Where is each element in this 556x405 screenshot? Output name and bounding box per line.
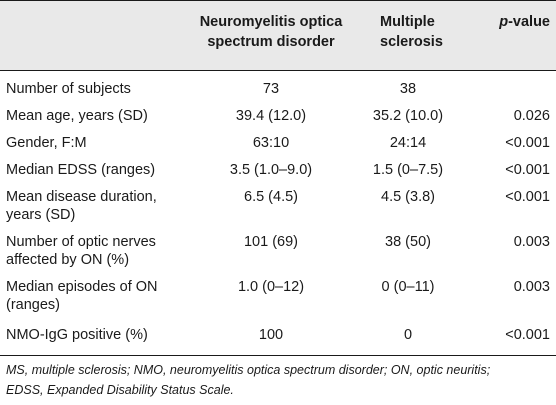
column-header-line: spectrum disorder [207, 34, 335, 50]
top-rule [0, 0, 556, 1]
cell-ms: 35.2 (10.0) [372, 108, 444, 124]
column-header-p-italic: p [499, 14, 509, 30]
cell-p-value: <0.001 [505, 162, 550, 178]
cell-p-value: 0.003 [513, 234, 550, 250]
column-header-ms: Multiple sclerosis [356, 12, 496, 52]
row-label-line: Gender, F:M [6, 135, 87, 151]
row-label: Median episodes of ON (ranges) [6, 278, 186, 314]
column-header-p-rest: -value [508, 14, 550, 30]
cell-p-value: <0.001 [505, 327, 550, 343]
cell-nmosd: 63:10 [252, 135, 290, 151]
footnote-line: EDSS, Expanded Disability Status Scale. [6, 383, 234, 397]
row-label-line: years (SD) [6, 207, 76, 223]
header-band [0, 0, 556, 70]
row-label: Number of optic nerves affected by ON (%… [6, 233, 186, 269]
column-header-nmosd: Neuromyelitis optica spectrum disorder [191, 12, 351, 52]
cell-ms: 38 (50) [385, 234, 431, 250]
row-label: Mean disease duration, years (SD) [6, 188, 186, 224]
row-label: Number of subjects [6, 80, 186, 98]
cell-nmosd: 6.5 (4.5) [244, 189, 298, 205]
row-label-line: Number of optic nerves [6, 234, 156, 250]
cell-nmosd: 100 [258, 327, 284, 343]
cell-nmosd: 39.4 (12.0) [235, 108, 307, 124]
row-label-line: Mean age, years (SD) [6, 108, 148, 124]
cell-ms: 24:14 [389, 135, 427, 151]
row-label: Median EDSS (ranges) [6, 161, 186, 179]
column-header-line: Multiple [380, 14, 435, 30]
row-label-line: Median EDSS (ranges) [6, 162, 156, 178]
cell-ms: 0 (0–11) [381, 279, 435, 295]
row-label: NMO-IgG positive (%) [6, 326, 186, 344]
table-footnote: MS, multiple sclerosis; NMO, neuromyelit… [6, 360, 551, 400]
column-header-p-value: p-value [490, 12, 550, 32]
row-label-line: NMO-IgG positive (%) [6, 327, 148, 343]
cell-p-value: 0.026 [513, 108, 550, 124]
cell-ms: 38 [399, 81, 417, 97]
cell-ms: 0 [403, 327, 413, 343]
cell-p-value: <0.001 [505, 135, 550, 151]
row-label: Mean age, years (SD) [6, 107, 186, 125]
cell-ms: 1.5 (0–7.5) [372, 162, 444, 178]
cell-nmosd: 73 [262, 81, 280, 97]
bottom-rule [0, 355, 556, 356]
row-label: Gender, F:M [6, 134, 186, 152]
row-label-line: Number of subjects [6, 81, 131, 97]
header-rule [0, 70, 556, 71]
cell-p-value: <0.001 [505, 189, 550, 205]
cell-p-value: 0.003 [513, 279, 550, 295]
cell-nmosd: 3.5 (1.0–9.0) [229, 162, 313, 178]
row-label-line: Mean disease duration, [6, 189, 157, 205]
row-label-line: affected by ON (%) [6, 252, 130, 268]
column-header-line: sclerosis [380, 34, 443, 50]
row-label-line: Median episodes of ON [6, 279, 158, 295]
column-header-line: Neuromyelitis optica [199, 14, 343, 30]
row-label-line: (ranges) [6, 297, 60, 313]
cell-nmosd: 101 (69) [243, 234, 298, 250]
cell-nmosd: 1.0 (0–12) [237, 279, 305, 295]
cell-ms: 4.5 (3.8) [381, 189, 435, 205]
footnote-line: MS, multiple sclerosis; NMO, neuromyelit… [6, 363, 491, 377]
